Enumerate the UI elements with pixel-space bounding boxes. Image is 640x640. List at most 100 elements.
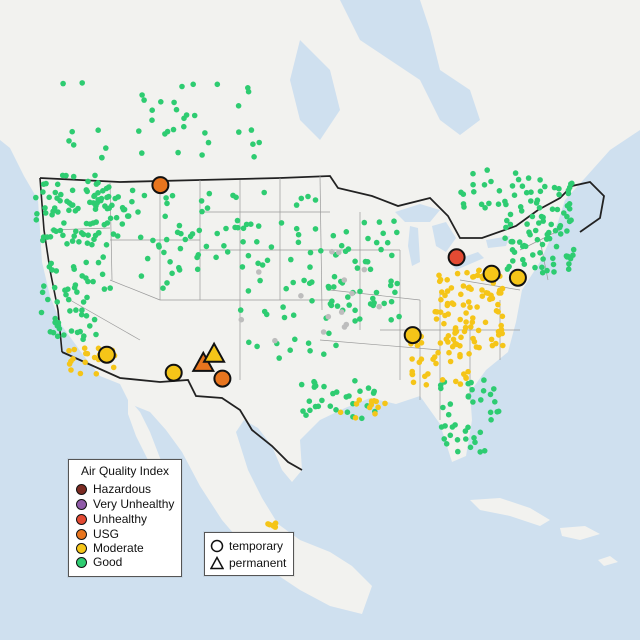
monitor-dot [144,255,151,262]
monitor-dot [557,231,564,237]
lake-michigan [408,226,420,266]
monitor-dot [41,283,47,289]
monitor-dot [521,261,528,268]
monitor-dot [239,264,246,270]
us-mexico-border [61,351,303,471]
legend-label: Moderate [93,541,144,555]
monitor-dot [507,221,514,228]
monitor-dot [516,239,523,245]
monitor-dot [471,189,477,195]
monitor-dot [87,199,93,206]
monitor-dot [509,247,516,253]
monitor-dot [54,299,60,305]
monitor-dot [470,170,476,177]
monitor-dot [214,230,220,237]
monitor-dot [46,194,52,201]
monitor-dot [409,356,415,362]
monitor-dot [72,282,79,288]
monitor-dot [91,316,98,323]
monitor-dot [83,187,90,193]
monitor-dot [173,106,180,113]
monitor-dot [454,270,461,277]
monitor-dot [199,152,205,158]
monitor-dot [465,380,472,387]
monitor-dot [124,213,131,219]
monitor-dot [569,180,575,187]
legend-label: permanent [229,556,287,570]
monitor-dot [337,409,344,416]
legend-item-good: Good [76,555,122,569]
monitor-dot [447,358,454,365]
monitor-dot [346,393,352,399]
monitor-dot [476,267,483,274]
hudson-bay [340,0,480,135]
monitor-dot [388,317,395,323]
monitor-dot [331,284,337,290]
monitor-dot [321,383,327,390]
monitor-dot [418,356,425,363]
monitor-dot [525,175,532,181]
monitor-dot [388,298,395,305]
monitor-dot [141,97,147,103]
monitor-dot [278,220,285,226]
monitor-dot [264,257,271,264]
monitor-dot [328,302,335,309]
monitor-dot [450,336,457,343]
monitor-dot [60,232,66,239]
monitor-dot [465,393,472,399]
monitor-dot [365,235,371,242]
monitor-dot [450,301,457,308]
monitor-dot [365,385,372,391]
monitor-dot [240,239,246,245]
monitor-dot [320,329,327,335]
monitor-dot [466,351,472,357]
monitor-dot [353,401,360,407]
monitor-dot [437,382,444,389]
monitor-dot [492,399,498,405]
monitor-dot [394,229,400,236]
monitor-dot [326,330,332,337]
monitor-dot [91,192,98,199]
monitor-dot [373,239,380,246]
monitor-dot [444,288,451,294]
state-border [459,279,521,291]
monitor-dot [66,347,72,354]
marker-usg-circle [151,176,170,195]
monitor-dot [234,217,241,224]
monitor-dot [75,205,81,212]
monitor-dot [54,195,60,201]
monitor-dot [42,205,48,211]
monitor-dot [160,285,166,292]
monitor-dot [441,436,448,442]
monitor-dot [539,264,545,271]
monitor-dot [329,298,335,305]
monitor-dot [119,221,126,227]
monitor-dot [83,220,90,227]
monitor-dot [236,129,242,135]
monitor-dot [325,283,332,290]
monitor-dot [292,336,298,343]
monitor-dot [507,211,514,218]
monitor-dot [388,278,394,285]
monitor-dot [387,282,394,289]
monitor-dot [66,207,72,214]
lake-huron [432,222,456,252]
monitor-dot [528,189,534,195]
monitor-dot [418,340,425,346]
legend-label: Hazardous [93,482,152,496]
northern-waters [290,40,340,140]
monitor-dot [495,201,502,207]
monitor-dot [481,182,488,188]
monitor-dot [164,200,170,207]
monitor-dot [327,403,334,410]
monitor-dot [540,214,546,221]
monitor-dot [161,249,167,256]
monitor-dot [357,316,363,322]
monitor-dot [174,229,181,236]
monitor-dot [532,264,538,271]
monitor-dot [213,254,219,261]
monitor-dot [467,444,474,451]
monitor-dot [435,349,441,356]
monitor-dot [441,320,447,327]
monitor-dot [536,220,542,226]
